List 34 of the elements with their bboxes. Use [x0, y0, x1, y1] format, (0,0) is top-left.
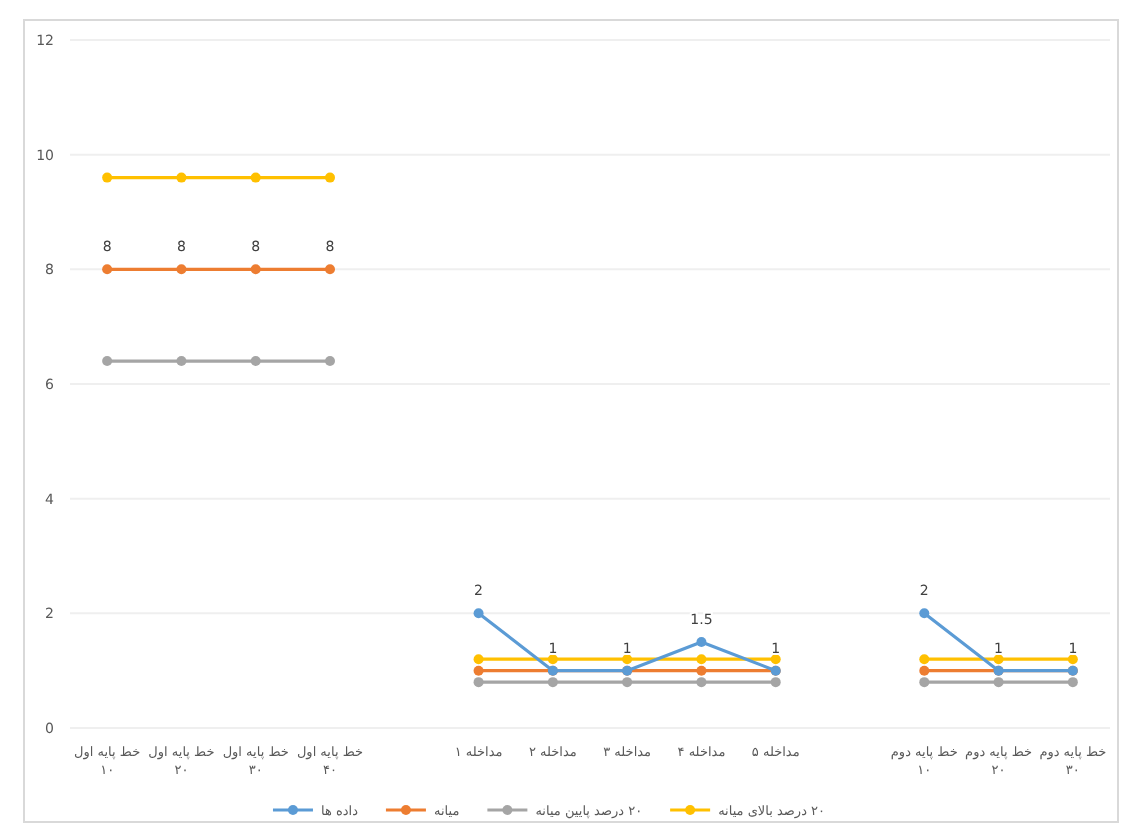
point: [919, 608, 930, 619]
point: [1067, 677, 1078, 688]
point: [176, 172, 187, 183]
point: [993, 677, 1004, 688]
point: [473, 654, 484, 665]
point: [622, 654, 633, 665]
point: [250, 172, 261, 183]
point: [325, 172, 335, 183]
point: [102, 264, 113, 275]
point: [622, 677, 633, 688]
point: [176, 264, 187, 275]
point: [547, 654, 558, 665]
point: [770, 677, 781, 688]
point: [250, 356, 261, 367]
point: [473, 665, 484, 676]
point: [770, 654, 781, 665]
point: [696, 654, 707, 665]
point: [919, 677, 930, 688]
point: [993, 654, 1004, 665]
point: [919, 665, 930, 676]
point: [696, 637, 707, 647]
point: [102, 356, 113, 367]
point: [176, 356, 187, 367]
point: [102, 172, 113, 183]
point: [1067, 654, 1078, 665]
point: [919, 654, 930, 665]
point: [696, 665, 707, 676]
point: [250, 264, 261, 275]
point: [325, 264, 335, 275]
point: [325, 356, 335, 367]
point: [547, 677, 558, 688]
point: [473, 677, 484, 688]
point: [696, 677, 707, 688]
point: [473, 608, 484, 619]
